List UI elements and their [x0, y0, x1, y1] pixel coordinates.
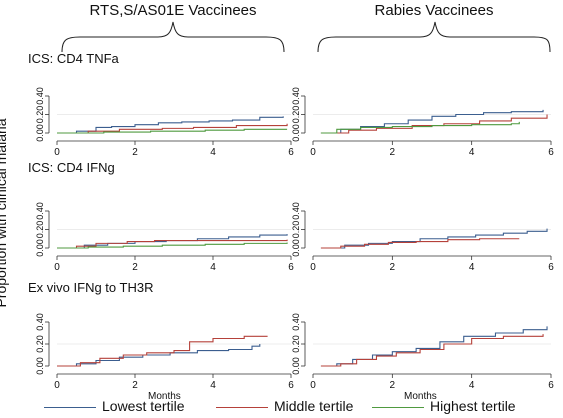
x-tick-label: 2 — [132, 380, 138, 391]
legend-label-highest: Highest tertile — [430, 398, 516, 414]
x-tick-label: 4 — [210, 380, 216, 391]
y-tick-label: 0.40 — [35, 87, 45, 105]
chart-panel-6: 0 2 4 6 0.00 0.20 0.40 Months — [291, 313, 554, 402]
y-tick-label: 0.20 — [35, 106, 45, 124]
x-tick-label: 2 — [132, 147, 138, 158]
x-axis-title: Months — [148, 391, 181, 402]
x-tick-label: 4 — [210, 147, 216, 158]
y-tick-label: 0.00 — [291, 239, 301, 257]
legend-item-lowest: Lowest tertile — [44, 398, 184, 414]
series-line-middle-tertile — [320, 238, 520, 249]
legend-swatch-lowest — [44, 406, 96, 408]
legend-swatch-middle — [216, 406, 268, 408]
x-axis-title: Months — [404, 391, 437, 402]
y-tick-label: 0.20 — [35, 335, 45, 353]
x-tick-label: 0 — [54, 262, 60, 273]
x-tick-label: 0 — [54, 147, 60, 158]
right-group-brace — [317, 21, 551, 53]
chart-panel-5: 0 2 4 6 0.00 0.20 0.40 Months — [35, 313, 294, 402]
y-tick-label: 0.00 — [35, 357, 45, 375]
x-tick-label: 6 — [548, 262, 554, 273]
x-tick-label: 6 — [288, 380, 294, 391]
x-tick-label: 2 — [390, 380, 396, 391]
row-title-cd4-tnfa: ICS: CD4 TNFa — [28, 51, 119, 66]
x-tick-label: 6 — [288, 147, 294, 158]
left-group-title: RTS,S/AS01E Vaccinees — [89, 2, 257, 19]
chart-panel-2: 0 2 4 6 0.000.200.40 — [291, 87, 554, 158]
x-tick-label: 4 — [469, 262, 475, 273]
y-tick-label: 0.20 — [35, 221, 45, 239]
series-line-middle-tertile — [57, 239, 288, 249]
x-tick-label: 4 — [469, 380, 475, 391]
series-line-lowest-tertile — [320, 228, 548, 249]
series-line-middle-tertile — [320, 334, 544, 367]
x-tick-label: 4 — [469, 147, 475, 158]
x-tick-label: 2 — [390, 262, 396, 273]
legend-label-middle: Middle tertile — [274, 398, 354, 414]
y-tick-label: 0.00 — [35, 124, 45, 142]
y-tick-label: 0.20 — [291, 335, 301, 353]
series-line-highest-tertile — [57, 128, 288, 134]
series-line-lowest-tertile — [57, 116, 284, 134]
right-group-title: Rabies Vaccinees — [374, 2, 494, 19]
x-tick-label: 6 — [548, 147, 554, 158]
series-line-highest-tertile — [320, 121, 520, 134]
y-tick-label: 0.20 — [291, 106, 301, 124]
y-tick-label: 0.40 — [291, 87, 301, 105]
y-tick-label: 0.00 — [291, 357, 301, 375]
chart-panel-4: 0 2 4 6 0.000.200.40 — [291, 202, 554, 273]
chart-panel-3: 0 2 4 6 0.000.200.40 — [35, 202, 294, 273]
series-line-middle-tertile — [57, 335, 268, 367]
legend-label-lowest: Lowest tertile — [102, 398, 185, 414]
y-tick-label: 0.40 — [35, 202, 45, 220]
legend-item-highest: Highest tertile — [372, 398, 516, 414]
x-tick-label: 2 — [132, 262, 138, 273]
series-line-middle-tertile — [57, 123, 288, 134]
x-tick-label: 6 — [288, 262, 294, 273]
x-tick-label: 4 — [210, 262, 216, 273]
y-tick-label: 0.00 — [291, 124, 301, 142]
x-tick-label: 2 — [390, 147, 396, 158]
legend-swatch-highest — [372, 406, 424, 408]
x-tick-label: 0 — [310, 262, 316, 273]
y-tick-label: 0.40 — [291, 202, 301, 220]
series-line-lowest-tertile — [320, 326, 548, 367]
chart-panel-1: 0 2 4 6 0.000.200.40 — [35, 87, 294, 158]
y-tick-label: 0.00 — [35, 239, 45, 257]
left-group-brace — [61, 21, 285, 53]
y-tick-label: 0.20 — [291, 221, 301, 239]
row-title-cd4-ifng: ICS: CD4 IFNg — [28, 160, 115, 175]
x-tick-label: 0 — [54, 380, 60, 391]
legend-item-middle: Middle tertile — [216, 398, 353, 414]
row-title-ex-vivo-ifng: Ex vivo IFNg to TH3R — [28, 280, 154, 295]
x-tick-label: 0 — [310, 147, 316, 158]
series-line-lowest-tertile — [57, 344, 261, 367]
y-tick-label: 0.40 — [35, 313, 45, 331]
x-tick-label: 0 — [310, 380, 316, 391]
x-tick-label: 6 — [548, 380, 554, 391]
series-line-highest-tertile — [57, 242, 288, 249]
y-tick-label: 0.40 — [291, 313, 301, 331]
